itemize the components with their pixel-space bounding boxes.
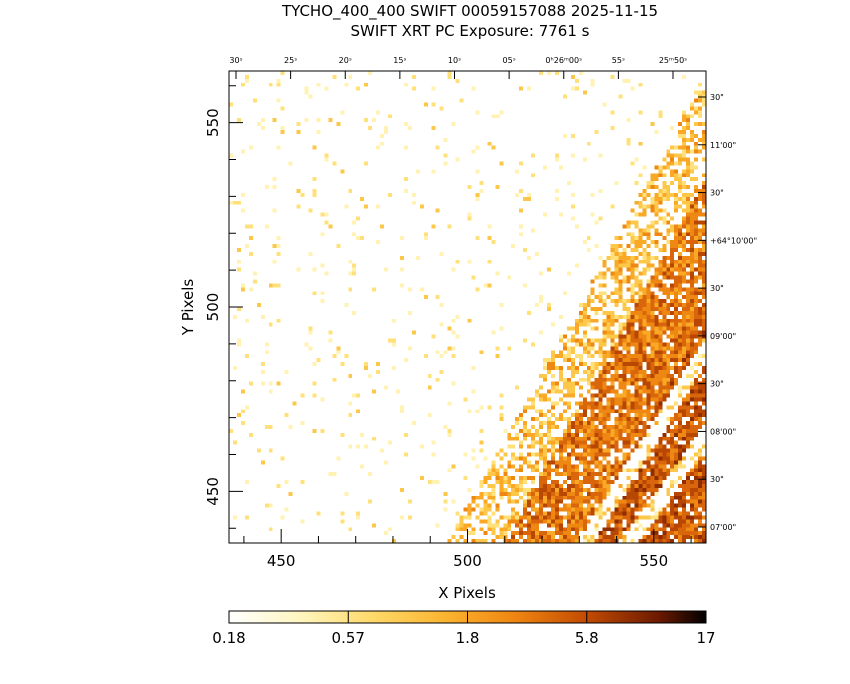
ra-tick-label: 30ˢ <box>229 56 242 65</box>
ra-tick-label: 15ˢ <box>393 56 406 65</box>
dec-tick-label: 30" <box>710 380 724 389</box>
dec-tick-label: 07'00" <box>710 523 736 532</box>
colorbar-tick-label: 5.8 <box>575 629 599 647</box>
chart-title-line2: SWIFT XRT PC Exposure: 7761 s <box>351 22 590 40</box>
y-tick-label: 550 <box>204 108 222 137</box>
dec-tick-label: 30" <box>710 93 724 102</box>
dec-tick-label: 08'00" <box>710 427 736 436</box>
x-tick-label: 500 <box>453 552 482 570</box>
ra-tick-label: 25ˢ <box>284 56 297 65</box>
x-tick-label: 550 <box>640 552 669 570</box>
ra-tick-label: 0ʰ26ᵐ00ˢ <box>545 56 582 65</box>
heatmap-image <box>229 71 706 543</box>
ra-tick-label: 55ˢ <box>612 56 625 65</box>
dec-tick-label: +64°10'00" <box>710 236 757 245</box>
x-tick-label: 450 <box>267 552 296 570</box>
chart-title-line1: TYCHO_400_400 SWIFT 00059157088 2025-11-… <box>281 2 658 21</box>
ra-tick-label: 10ˢ <box>448 56 461 65</box>
dec-tick-label: 11'00" <box>710 141 736 150</box>
dec-tick-label: 30" <box>710 475 724 484</box>
dec-tick-label: 30" <box>710 189 724 198</box>
y-tick-label: 450 <box>204 477 222 506</box>
ra-tick-label: 25ᵐ50ˢ <box>659 56 687 65</box>
colorbar-ticks: 0.18 0.57 1.8 5.8 17 <box>212 611 716 647</box>
ra-tick-label: 05ˢ <box>503 56 516 65</box>
colorbar-tick-label: 17 <box>696 629 715 647</box>
dec-tick-label: 09'00" <box>710 332 736 341</box>
x-axis-label: X Pixels <box>438 584 496 602</box>
colorbar-tick-label: 1.8 <box>456 629 480 647</box>
colorbar-tick-label: 0.18 <box>212 629 245 647</box>
y-tick-label: 500 <box>204 293 222 322</box>
heatmap-pixels <box>229 71 706 543</box>
y-axis-label: Y Pixels <box>179 279 197 337</box>
axis-ticks: 450 500 550 450 500 550 30ˢ 25ˢ 20ˢ 15ˢ 10ˢ 05ˢ 0ʰ26… <box>204 56 757 570</box>
colorbar-tick-label: 0.57 <box>332 629 365 647</box>
dec-tick-label: 30" <box>710 284 724 293</box>
ra-tick-label: 20ˢ <box>339 56 352 65</box>
